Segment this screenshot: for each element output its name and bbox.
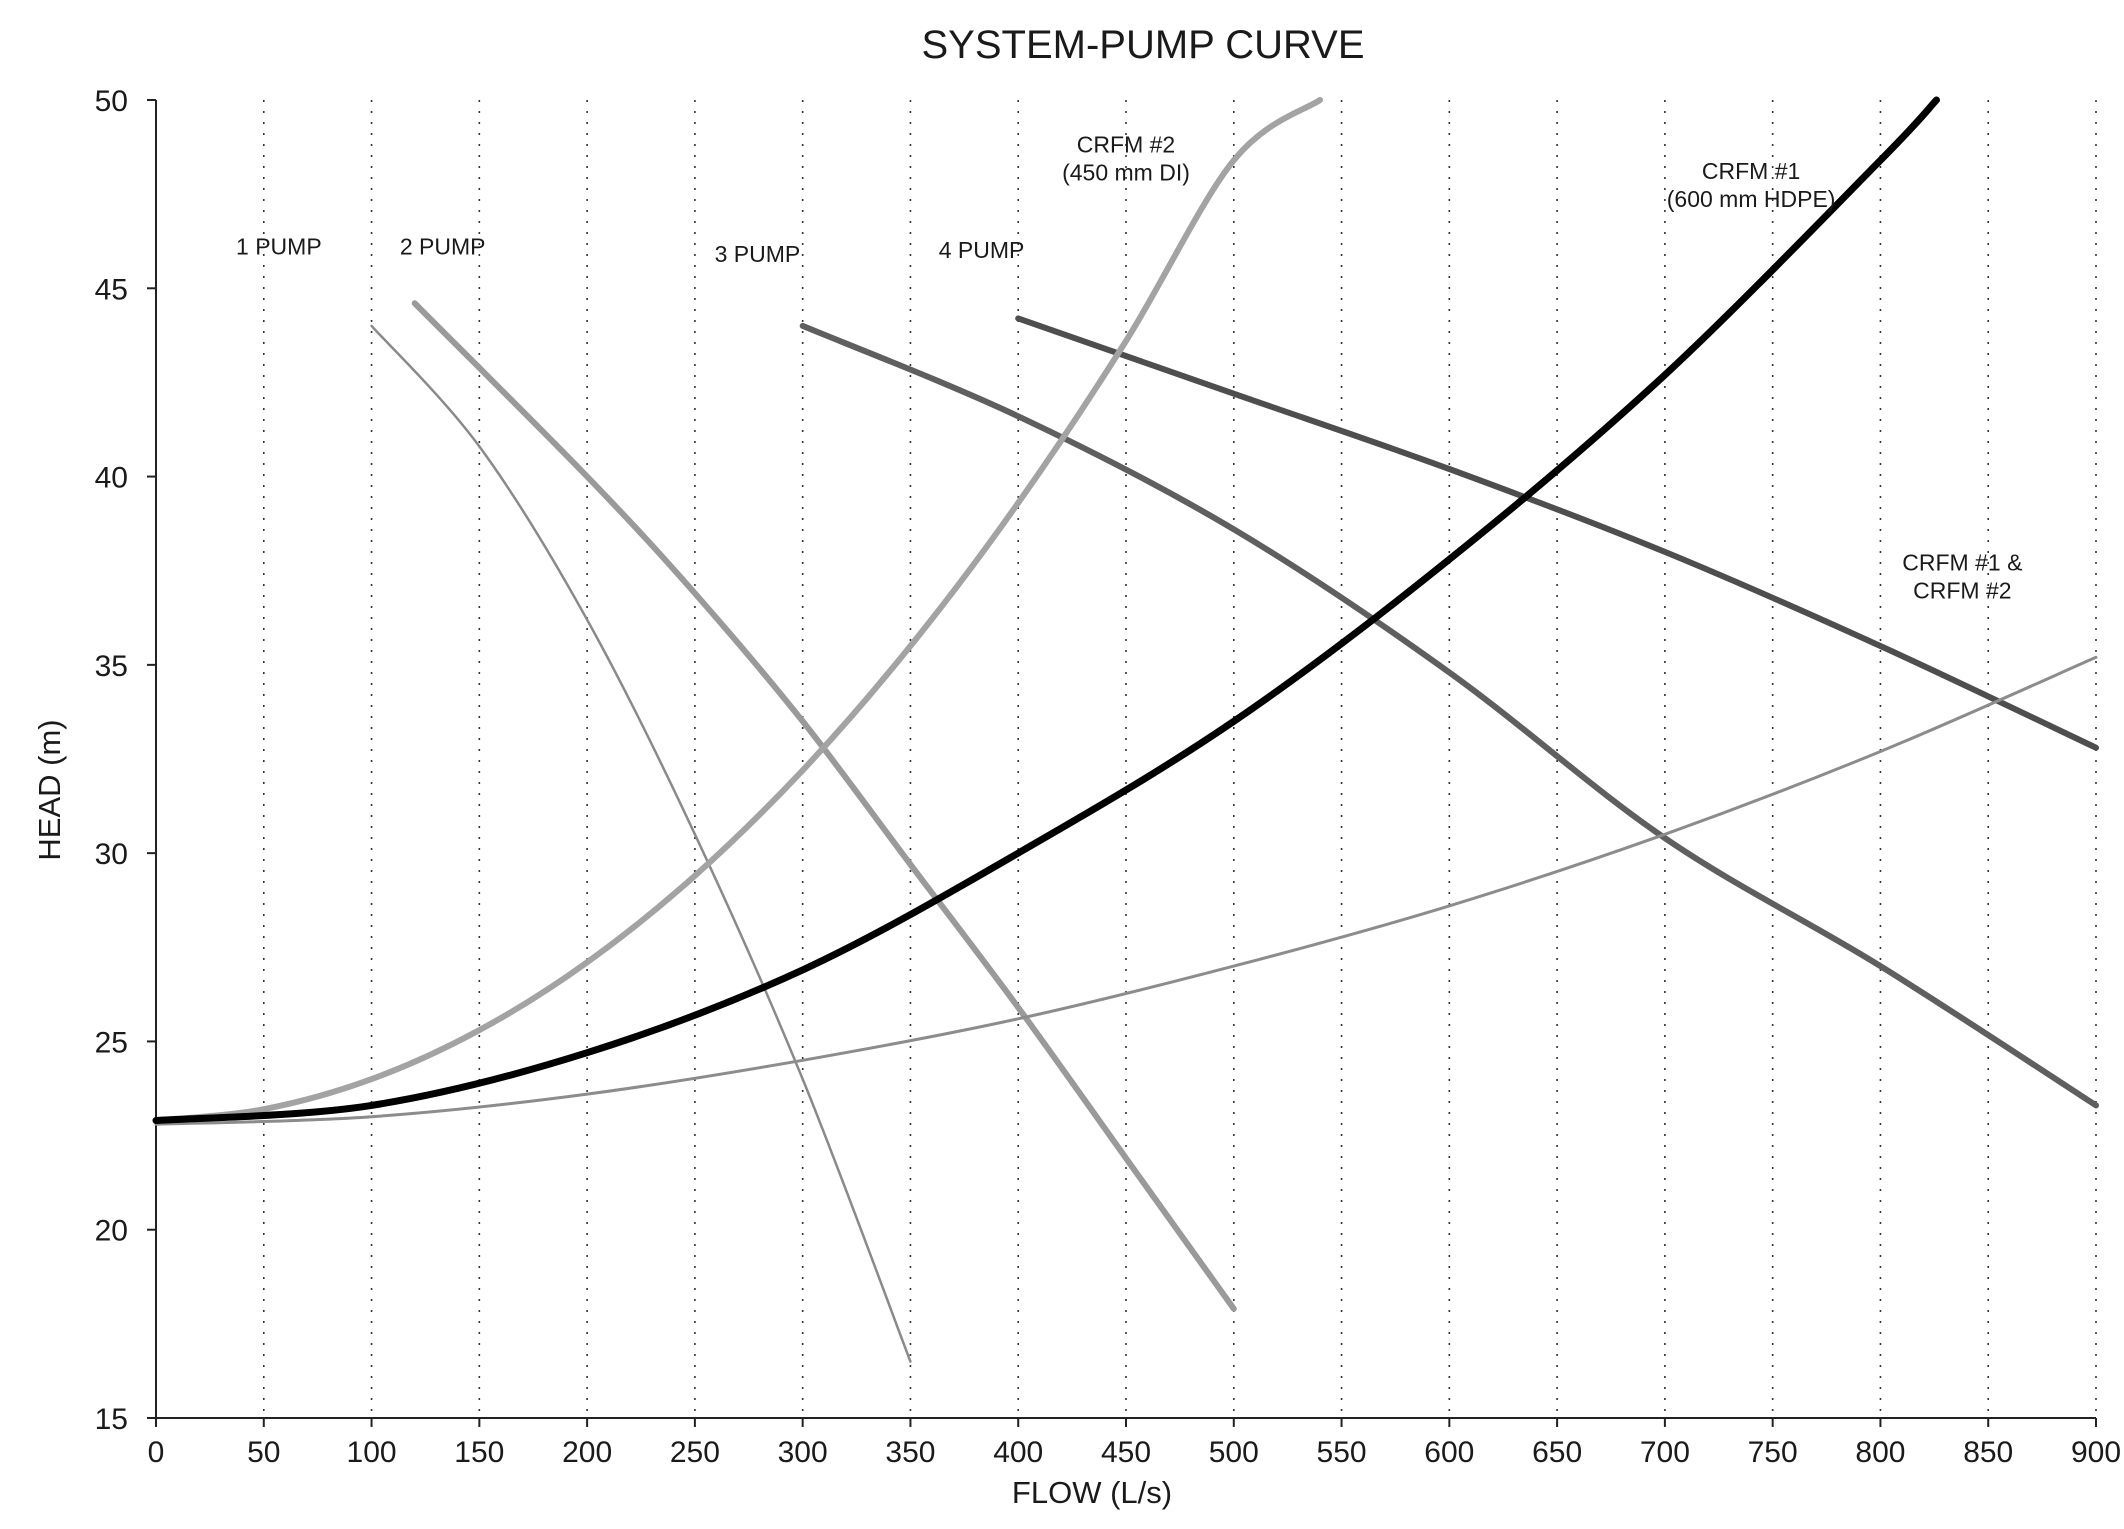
curves <box>152 96 2099 1363</box>
x-tick-label: 0 <box>148 1436 165 1469</box>
curve-3-pump <box>799 322 2099 1109</box>
y-tick-label: 30 <box>95 838 128 871</box>
x-tick-label: 850 <box>1963 1436 2013 1469</box>
curve-label: 1 PUMP <box>236 233 322 259</box>
y-axis-label: HEAD (m) <box>32 719 67 860</box>
x-tick-label: 500 <box>1209 1436 1259 1469</box>
curve-label: CRFM #1 & CRFM #2 <box>1902 550 2022 604</box>
x-tick-label: 800 <box>1855 1436 1905 1469</box>
curve-crfm-1-600-mm-hdpe <box>152 96 1940 1124</box>
x-tick-label: 450 <box>1101 1436 1151 1469</box>
x-tick-label: 400 <box>993 1436 1043 1469</box>
curve-1-pump <box>370 324 912 1363</box>
x-tick-label: 100 <box>347 1436 397 1469</box>
x-tick-label: 250 <box>670 1436 720 1469</box>
x-tick-labels: 0 50 100 150 200 250 300 350 400 450 500 550 600 650 7… <box>148 1436 2121 1469</box>
x-tick-label: 650 <box>1532 1436 1582 1469</box>
y-tick-label: 40 <box>95 462 128 495</box>
y-tick-label: 45 <box>95 273 128 306</box>
x-tick-label: 600 <box>1424 1436 1474 1469</box>
curve-label: CRFM #1 (600 mm HDPE) <box>1667 158 1836 212</box>
x-tick-label: 550 <box>1317 1436 1367 1469</box>
x-tick-label: 750 <box>1748 1436 1798 1469</box>
x-tick-label: 900 <box>2071 1436 2121 1469</box>
x-tick-label: 200 <box>562 1436 612 1469</box>
y-tick-label: 25 <box>95 1026 128 1059</box>
curve-crfm-1-crfm-2 <box>154 655 2098 1126</box>
curve-2-pump <box>411 300 1237 1312</box>
curve-label: CRFM #2 (450 mm DI) <box>1062 132 1190 186</box>
axes <box>147 99 2097 1427</box>
y-tick-label: 20 <box>95 1215 128 1248</box>
curve-labels: 1 PUMP 2 PUMP 3 PUMP 4 PUMP CRFM #2 (450 mm D… <box>236 132 2022 604</box>
curve-crfm-2-450-mm-di <box>153 97 1323 1124</box>
curve-label: 4 PUMP <box>939 237 1025 263</box>
x-tick-label: 700 <box>1640 1436 1690 1469</box>
x-tick-label: 50 <box>247 1436 280 1469</box>
x-tick-label: 300 <box>778 1436 828 1469</box>
y-tick-label: 15 <box>95 1403 128 1436</box>
curve-label: 2 PUMP <box>400 233 486 259</box>
curve-label: 3 PUMP <box>715 241 801 267</box>
x-axis-label: FLOW (L/s) <box>1012 1475 1172 1510</box>
x-tick-label: 150 <box>454 1436 504 1469</box>
y-tick-label: 35 <box>95 650 128 683</box>
y-tick-labels: 15 20 25 30 35 40 45 50 <box>95 85 128 1436</box>
y-tick-label: 50 <box>95 85 128 118</box>
curve-4-pump <box>1015 315 2099 751</box>
chart-title: SYSTEM-PUMP CURVE <box>921 23 1364 67</box>
x-tick-label: 350 <box>885 1436 935 1469</box>
